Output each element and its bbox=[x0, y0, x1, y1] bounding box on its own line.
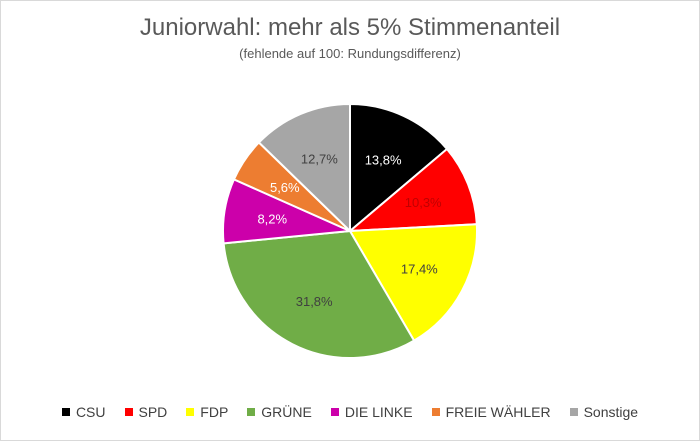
legend-item-freie-waehler: FREIE WÄHLER bbox=[431, 404, 551, 420]
data-label-spd: 10,3% bbox=[405, 195, 442, 210]
pie-slice-spd bbox=[347, 147, 478, 233]
legend-swatch bbox=[569, 408, 578, 416]
legend-swatch bbox=[124, 408, 133, 416]
legend-item-spd: SPD bbox=[124, 404, 168, 420]
legend-swatch bbox=[330, 408, 339, 416]
legend-label: SPD bbox=[138, 404, 168, 420]
data-label-sonstige: 12,7% bbox=[301, 151, 338, 166]
data-label-csu: 13,8% bbox=[365, 153, 402, 168]
legend-label: FDP bbox=[200, 404, 229, 420]
legend-swatch bbox=[186, 408, 195, 416]
pie-slice-csu bbox=[349, 102, 449, 234]
data-label-freie-waehler: 5,6% bbox=[270, 180, 300, 195]
chart-subtitle: (fehlende auf 100: Rundungsdifferenz) bbox=[239, 46, 461, 61]
legend-swatch bbox=[61, 408, 70, 416]
chart-title: Juniorwahl: mehr als 5% Stimmenanteil bbox=[139, 14, 561, 41]
legend-item-fdp: FDP bbox=[186, 404, 228, 420]
data-label-fdp: 17,4% bbox=[401, 261, 438, 276]
legend-item-die-linke: DIE LINKE bbox=[330, 404, 413, 420]
pie-slice-gruene bbox=[222, 229, 416, 359]
legend-swatch bbox=[431, 408, 440, 416]
legend-item-gruene: GRÜNE bbox=[247, 404, 312, 420]
legend-label: CSU bbox=[75, 404, 106, 420]
data-label-die-linke: 8,2% bbox=[257, 211, 287, 226]
legend-label: FREIE WÄHLER bbox=[445, 404, 551, 420]
data-label-gruene: 31,8% bbox=[296, 294, 333, 309]
legend-item-sonstige: Sonstige bbox=[569, 404, 639, 420]
legend-swatch bbox=[247, 408, 256, 416]
legend-label: GRÜNE bbox=[261, 404, 312, 420]
pie-slice-sonstige bbox=[257, 102, 351, 234]
legend-item-csu: CSU bbox=[61, 404, 106, 420]
pie-slice-fdp bbox=[348, 223, 478, 343]
chart-legend: CSU SPD FDP GRÜNE DIE LINKE FREIE WÄHLER Sonst… bbox=[0, 404, 700, 420]
legend-label: Sonstige bbox=[583, 404, 639, 420]
legend-label: DIE LINKE bbox=[344, 404, 413, 420]
